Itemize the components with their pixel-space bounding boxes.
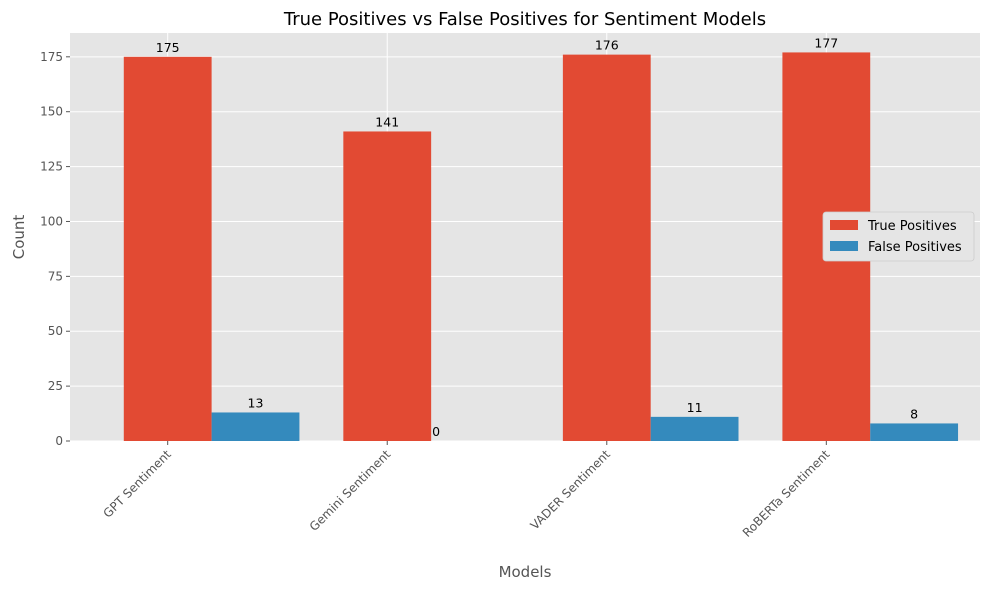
y-axis-ticks: 0 25 50 75 100 125 150 175 <box>40 50 70 448</box>
x-tick-label: Gemini Sentiment <box>307 447 394 534</box>
legend: True Positives False Positives <box>822 211 975 262</box>
y-tick-label: 100 <box>40 214 63 228</box>
y-tick-label: 125 <box>40 160 63 174</box>
data-label: 176 <box>595 38 619 53</box>
bar-true-positives <box>562 54 651 441</box>
data-label: 8 <box>910 406 918 421</box>
legend-label-true-positives: True Positives <box>867 219 957 234</box>
data-label: 13 <box>248 395 264 410</box>
bar-true-positives <box>343 131 432 441</box>
y-tick-label: 175 <box>40 50 63 64</box>
bars <box>123 52 959 442</box>
x-tick-label: GPT Sentiment <box>100 447 174 521</box>
y-tick-label: 50 <box>48 324 63 338</box>
bar-true-positives <box>123 56 212 441</box>
y-tick-label: 75 <box>48 269 63 283</box>
x-axis-ticks: GPT Sentiment Gemini Sentiment VADER Senti… <box>100 441 833 540</box>
y-tick-label: 150 <box>40 105 63 119</box>
bar-false-positives <box>211 412 300 441</box>
chart-title: True Positives vs False Positives for Se… <box>283 9 766 30</box>
data-label: 175 <box>156 40 180 55</box>
bar-false-positives <box>870 423 959 441</box>
data-label: 141 <box>375 114 399 129</box>
y-tick-label: 25 <box>48 379 63 393</box>
y-axis-label: Count <box>10 215 28 260</box>
data-label: 177 <box>814 35 838 50</box>
legend-swatch-true-positives <box>830 220 858 230</box>
bar-false-positives <box>650 416 739 441</box>
x-tick-label: RoBERTa Sentiment <box>740 447 833 540</box>
data-label: 11 <box>687 400 703 415</box>
y-tick-label: 0 <box>55 434 63 448</box>
x-axis-label: Models <box>499 563 552 581</box>
legend-label-false-positives: False Positives <box>868 240 962 255</box>
legend-box <box>822 211 975 262</box>
data-label: 0 <box>432 424 440 439</box>
legend-swatch-false-positives <box>830 241 858 251</box>
x-tick-label: VADER Sentiment <box>528 447 614 533</box>
data-labels: 175 141 176 177 13 0 11 8 <box>156 35 918 439</box>
